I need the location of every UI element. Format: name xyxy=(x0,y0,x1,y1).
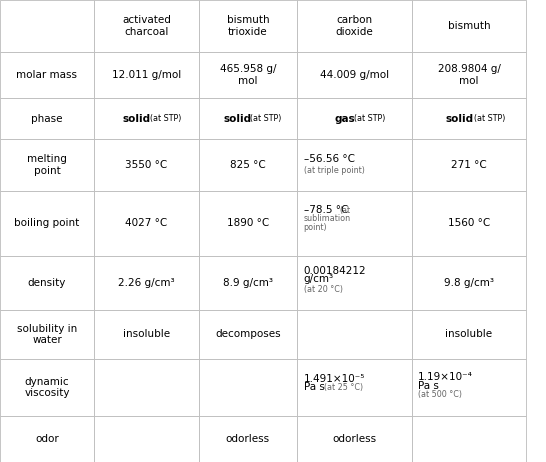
Bar xyxy=(0,139,94,191)
Bar xyxy=(0,0,94,52)
Bar xyxy=(412,416,526,462)
Bar xyxy=(297,0,412,52)
Text: 4027 °C: 4027 °C xyxy=(125,219,168,228)
Text: density: density xyxy=(28,278,66,288)
Text: bismuth
trioxide: bismuth trioxide xyxy=(227,15,269,37)
Text: decomposes: decomposes xyxy=(215,329,281,340)
Text: (at STP): (at STP) xyxy=(250,114,281,123)
Bar xyxy=(412,0,526,52)
Text: Pa s: Pa s xyxy=(304,383,324,392)
Text: 271 °C: 271 °C xyxy=(451,160,487,170)
Bar xyxy=(297,256,412,310)
Bar xyxy=(412,98,526,139)
Text: odorless: odorless xyxy=(226,434,270,444)
Text: 3550 °C: 3550 °C xyxy=(125,160,168,170)
Text: 9.8 g/cm³: 9.8 g/cm³ xyxy=(444,278,494,288)
Text: (at 500 °C): (at 500 °C) xyxy=(418,390,462,399)
Bar xyxy=(199,98,297,139)
Text: boiling point: boiling point xyxy=(14,219,80,228)
Bar xyxy=(0,98,94,139)
Text: bismuth: bismuth xyxy=(448,21,490,31)
Text: 44.009 g/mol: 44.009 g/mol xyxy=(320,70,389,80)
Bar xyxy=(94,98,199,139)
Text: (at 20 °C): (at 20 °C) xyxy=(304,285,342,294)
Text: 465.958 g/
mol: 465.958 g/ mol xyxy=(219,64,276,86)
Text: (at 25 °C): (at 25 °C) xyxy=(324,383,364,392)
Text: (at STP): (at STP) xyxy=(150,114,181,123)
Bar xyxy=(94,416,199,462)
Text: insoluble: insoluble xyxy=(446,329,492,340)
Text: 825 °C: 825 °C xyxy=(230,160,266,170)
Text: solid: solid xyxy=(122,114,151,124)
Bar xyxy=(199,139,297,191)
Text: 12.011 g/mol: 12.011 g/mol xyxy=(112,70,181,80)
Bar xyxy=(199,256,297,310)
Bar xyxy=(297,52,412,98)
Text: (at triple point): (at triple point) xyxy=(304,166,364,176)
Bar xyxy=(297,359,412,416)
Bar xyxy=(94,52,199,98)
Bar xyxy=(94,0,199,52)
Text: dynamic
viscosity: dynamic viscosity xyxy=(24,377,70,398)
Bar xyxy=(94,310,199,359)
Bar xyxy=(297,139,412,191)
Bar xyxy=(297,416,412,462)
Text: –78.5 °C: –78.5 °C xyxy=(304,206,348,215)
Bar xyxy=(0,359,94,416)
Bar xyxy=(0,52,94,98)
Text: 1.491×10⁻⁵: 1.491×10⁻⁵ xyxy=(304,374,365,384)
Bar xyxy=(297,310,412,359)
Bar xyxy=(199,359,297,416)
Text: odor: odor xyxy=(35,434,59,444)
Bar xyxy=(199,0,297,52)
Text: phase: phase xyxy=(31,114,63,124)
Text: (at STP): (at STP) xyxy=(474,114,506,123)
Text: carbon
dioxide: carbon dioxide xyxy=(335,15,373,37)
Bar xyxy=(0,310,94,359)
Bar xyxy=(412,191,526,256)
Bar xyxy=(412,256,526,310)
Text: (at STP): (at STP) xyxy=(354,114,385,123)
Text: solubility in
water: solubility in water xyxy=(17,323,77,345)
Text: sublimation: sublimation xyxy=(304,214,351,223)
Text: solid: solid xyxy=(224,114,252,124)
Text: melting
point: melting point xyxy=(27,154,67,176)
Bar xyxy=(94,256,199,310)
Text: 8.9 g/cm³: 8.9 g/cm³ xyxy=(223,278,273,288)
Bar xyxy=(297,98,412,139)
Text: 0.00184212: 0.00184212 xyxy=(304,266,366,276)
Bar xyxy=(412,139,526,191)
Bar xyxy=(199,191,297,256)
Text: 1890 °C: 1890 °C xyxy=(227,219,269,228)
Text: 2.26 g/cm³: 2.26 g/cm³ xyxy=(118,278,175,288)
Text: 1560 °C: 1560 °C xyxy=(448,219,490,228)
Bar xyxy=(199,310,297,359)
Bar xyxy=(412,52,526,98)
Text: (at: (at xyxy=(339,206,350,215)
Bar xyxy=(199,52,297,98)
Bar xyxy=(0,191,94,256)
Text: g/cm³: g/cm³ xyxy=(304,274,334,285)
Text: solid: solid xyxy=(445,114,473,124)
Text: 1.19×10⁻⁴: 1.19×10⁻⁴ xyxy=(418,372,473,382)
Text: insoluble: insoluble xyxy=(123,329,170,340)
Text: Pa s: Pa s xyxy=(418,381,439,390)
Text: point): point) xyxy=(304,224,327,232)
Bar xyxy=(94,191,199,256)
Bar xyxy=(297,191,412,256)
Bar xyxy=(412,310,526,359)
Bar xyxy=(94,359,199,416)
Bar xyxy=(0,416,94,462)
Bar xyxy=(94,139,199,191)
Bar xyxy=(412,359,526,416)
Text: odorless: odorless xyxy=(333,434,376,444)
Bar xyxy=(199,416,297,462)
Text: 208.9804 g/
mol: 208.9804 g/ mol xyxy=(437,64,501,86)
Text: –56.56 °C: –56.56 °C xyxy=(304,154,354,164)
Text: activated
charcoal: activated charcoal xyxy=(122,15,171,37)
Bar xyxy=(0,256,94,310)
Text: molar mass: molar mass xyxy=(16,70,78,80)
Text: gas: gas xyxy=(334,114,355,124)
